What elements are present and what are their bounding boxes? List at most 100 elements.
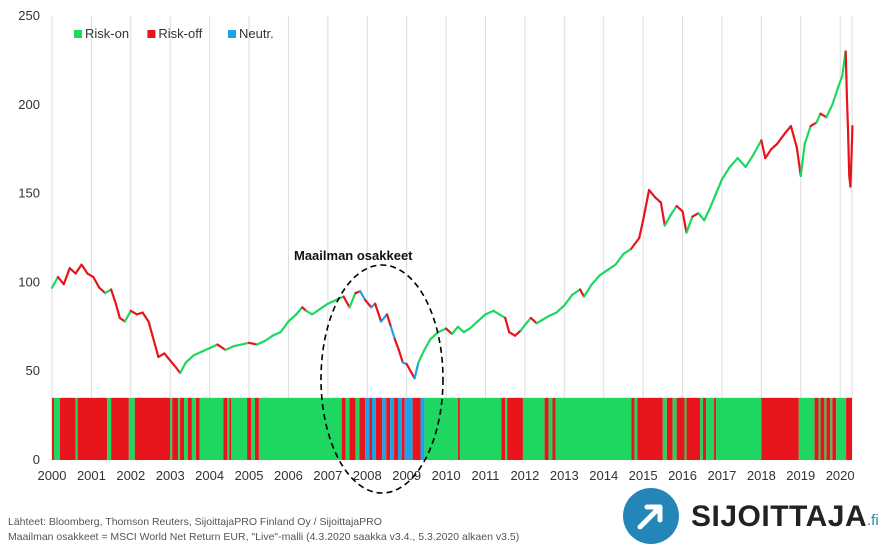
line-segment-off <box>659 201 666 227</box>
line-segment-on <box>752 139 763 156</box>
line-segment-off <box>141 311 150 323</box>
regime-segment-neutral <box>420 397 425 460</box>
line-segment-on <box>240 341 251 346</box>
x-tick-label: 2017 <box>707 468 736 483</box>
line-segment-on <box>541 315 550 321</box>
regime-segment-off <box>820 397 825 460</box>
regime-segment-on <box>251 397 255 460</box>
regime-segment-off <box>637 397 663 460</box>
line-segment-on <box>192 350 203 357</box>
line-segment-neutral <box>379 313 389 323</box>
regime-segment-on <box>170 397 173 460</box>
line-segment-on <box>590 274 601 286</box>
footer-definition: Maailman osakkeet = MSCI World Net Retur… <box>8 531 520 543</box>
line-segment-on <box>736 156 747 169</box>
regime-segment-off <box>375 397 383 460</box>
regime-segment-neutral <box>398 397 402 460</box>
logo-domain-suffix: .fi <box>867 512 879 529</box>
line-segment-on <box>450 325 460 336</box>
line-segment-off <box>783 125 793 135</box>
line-segment-on <box>456 325 465 334</box>
regime-segment-on <box>830 397 833 460</box>
line-segment-on <box>815 112 822 124</box>
line-segment-off <box>405 362 412 373</box>
regime-segment-off <box>229 397 232 460</box>
line-segment-on <box>326 299 337 305</box>
x-tick-label: 2019 <box>786 468 815 483</box>
regime-segment-on <box>191 397 196 460</box>
line-segment-off <box>114 302 121 320</box>
x-tick-label: 2007 <box>313 468 342 483</box>
line-segment-on <box>582 283 594 298</box>
x-tick-label: 2004 <box>195 468 224 483</box>
regime-segment-on <box>227 397 230 460</box>
line-segment-off <box>342 295 351 309</box>
line-segment-off <box>809 121 818 128</box>
regime-segment-off <box>111 397 129 460</box>
line-segment-on <box>571 288 582 296</box>
regime-segment-off <box>59 397 76 460</box>
y-tick-label: 200 <box>18 97 40 112</box>
regime-segment-on <box>716 397 762 460</box>
line-segment-on <box>837 75 844 89</box>
regime-segment-off <box>703 397 707 460</box>
line-segment-on <box>295 306 304 316</box>
regime-segment-on <box>505 397 508 460</box>
line-segment-on <box>224 345 235 351</box>
line-segment-neutral <box>389 325 396 341</box>
regime-segment-on <box>522 397 545 460</box>
regime-segment-on <box>53 397 60 460</box>
regime-segment-off <box>359 397 366 460</box>
line-segment-off <box>504 316 511 334</box>
line-segment-off <box>681 210 688 234</box>
line-segment-off <box>846 130 851 177</box>
line-segment-off <box>397 348 404 364</box>
regime-segment-neutral <box>390 397 395 460</box>
line-segment-off <box>80 263 89 275</box>
regime-segment-off <box>631 397 635 460</box>
line-segment-off <box>147 320 154 337</box>
line-segment-off <box>364 299 373 309</box>
x-tick-label: 2002 <box>116 468 145 483</box>
regime-segment-on <box>662 397 667 460</box>
line-segment-off <box>86 272 95 279</box>
line-segment-off <box>819 112 828 119</box>
line-segment-off <box>578 288 586 298</box>
regime-segment-on <box>75 397 78 460</box>
line-segment-off <box>169 359 178 369</box>
regime-segment-on <box>684 397 687 460</box>
regime-segment-off <box>394 397 399 460</box>
x-tick-label: 2009 <box>392 468 421 483</box>
line-segment-off <box>789 125 798 149</box>
line-segment-on <box>697 212 706 222</box>
x-tick-label: 2006 <box>274 468 303 483</box>
line-segment-off <box>393 338 400 351</box>
line-segment-on <box>123 309 132 323</box>
regime-segment-on <box>231 397 248 460</box>
line-segment-off <box>638 219 645 240</box>
regime-segment-off <box>172 397 179 460</box>
line-segment-on <box>744 153 755 169</box>
line-segment-off <box>508 331 517 337</box>
line-segment-off <box>68 267 77 275</box>
line-segment-on <box>348 291 357 309</box>
line-segment-off <box>653 196 662 204</box>
line-segment-on <box>468 320 479 330</box>
line-segment-off <box>529 316 538 325</box>
regime-segment-on <box>548 397 553 460</box>
line-segment-off <box>642 188 651 222</box>
line-segment-off <box>74 263 83 275</box>
regime-segment-on <box>824 397 827 460</box>
legend-label: Neutr. <box>239 26 274 41</box>
regime-segment-off <box>187 397 192 460</box>
regime-segment-on <box>672 397 677 460</box>
line-segment-on <box>535 318 544 325</box>
line-segment-on <box>462 327 471 334</box>
line-segment-on <box>498 313 507 320</box>
x-tick-label: 2000 <box>38 468 67 483</box>
legend-swatch <box>228 30 236 38</box>
line-segment-neutral <box>413 361 420 380</box>
line-segment-on <box>663 213 672 227</box>
regime-segment-on <box>634 397 638 460</box>
regime-segment-off <box>552 397 556 460</box>
